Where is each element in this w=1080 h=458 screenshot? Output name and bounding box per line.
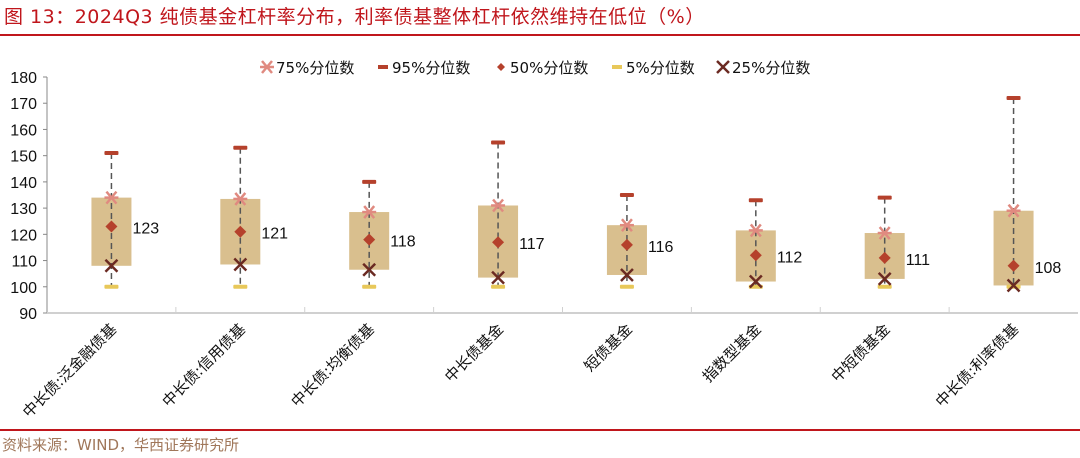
p75-marker [1006, 203, 1021, 218]
legend-item-p50: 50%分位数 [497, 59, 588, 77]
p5-marker [104, 284, 119, 289]
box-group: 116 [606, 193, 674, 289]
x-category-label: 指数型基金 [699, 320, 765, 386]
asterisk-icon [260, 60, 274, 74]
p25-marker [1006, 278, 1021, 293]
y-tick-label: 90 [19, 306, 37, 323]
p5-marker [362, 284, 377, 289]
legend: 75%分位数 95%分位数 50%分位数 5%分位数 25%分位数 [260, 59, 810, 77]
p25-marker [620, 268, 634, 282]
dash-icon [612, 65, 622, 69]
p5-marker [877, 284, 892, 289]
p95-marker [104, 151, 119, 156]
legend-label: 75%分位数 [276, 59, 354, 77]
source-divider [0, 429, 1080, 431]
y-tick-label: 160 [10, 122, 37, 139]
y-tick-label: 150 [10, 149, 37, 166]
box-group: 121 [220, 145, 288, 289]
p95-marker [619, 193, 634, 197]
legend-item-p75: 75%分位数 [260, 59, 354, 77]
p5-marker [491, 284, 506, 289]
median-label: 123 [132, 220, 159, 237]
p50-marker [492, 236, 505, 249]
median-label: 116 [648, 239, 674, 256]
median-label: 108 [1035, 260, 1062, 277]
p75-marker [491, 198, 506, 213]
x-category-label: 中长债:均衡债基 [287, 320, 378, 411]
x-category-label: 中长债:利率债基 [932, 320, 1023, 411]
p75-marker [233, 192, 248, 206]
p25-marker [748, 274, 763, 289]
dash-icon [378, 65, 388, 69]
box-group: 112 [735, 198, 803, 289]
p25-marker [491, 270, 505, 285]
median-label: 121 [261, 226, 288, 243]
p50-marker [363, 233, 376, 246]
y-tick-label: 180 [10, 70, 37, 87]
legend-label: 95%分位数 [392, 59, 470, 77]
p25-marker [877, 272, 892, 286]
box-group: 117 [478, 140, 545, 289]
p25-marker [362, 262, 377, 277]
legend-item-p5: 5%分位数 [612, 59, 695, 77]
x-category-label: 中短债基金 [828, 320, 894, 386]
p95-marker [362, 179, 377, 184]
legend-label: 5%分位数 [626, 59, 695, 77]
p50-marker [105, 220, 118, 233]
x-category-label: 中长债基金 [441, 320, 507, 386]
p50-marker [1007, 259, 1020, 272]
p95-marker [748, 198, 763, 203]
p50-marker [878, 251, 891, 264]
legend-item-p25: 25%分位数 [716, 59, 810, 77]
y-tick-label: 110 [11, 254, 37, 271]
box-plot-chart: 90 100 110 120 130 140 150 160 170 180 123 中长债:泛金融债… [10, 59, 1078, 421]
p50-marker [234, 225, 247, 238]
p95-marker [877, 195, 892, 200]
legend-label: 50%分位数 [510, 59, 588, 77]
y-tick-label: 120 [10, 227, 37, 244]
legend-label: 25%分位数 [732, 59, 810, 77]
x-category-label: 中长债:泛金融债基 [19, 320, 120, 421]
median-label: 117 [519, 236, 545, 253]
x-icon [716, 60, 730, 74]
p50-marker [749, 249, 762, 262]
box-group: 123 [91, 151, 159, 289]
box-group: 108 [993, 95, 1062, 293]
median-label: 111 [906, 252, 930, 269]
legend-item-p95: 95%分位数 [378, 59, 470, 77]
p75-marker [877, 226, 892, 240]
y-tick-label: 140 [10, 175, 37, 192]
median-label: 118 [390, 234, 416, 251]
p5-marker [233, 284, 248, 289]
p50-marker [620, 238, 633, 251]
box-group: 111 [864, 195, 930, 289]
x-category-label: 短债基金 [581, 320, 636, 375]
p75-marker [362, 205, 377, 219]
p5-marker [619, 284, 634, 289]
p25-marker [104, 258, 119, 273]
p95-marker [491, 140, 506, 145]
y-tick-label: 130 [10, 201, 37, 218]
y-tick-label: 100 [10, 280, 37, 297]
diamond-icon [497, 63, 505, 71]
title-divider [0, 34, 1080, 36]
p75-marker [748, 223, 763, 238]
median-label: 112 [777, 249, 803, 266]
p75-marker [104, 190, 119, 205]
y-tick-label: 170 [10, 96, 37, 113]
chart-title: 图 13：2024Q3 纯债基金杠杆率分布，利率债基整体杠杆依然维持在低位（%） [4, 6, 705, 28]
source-note: 资料来源：WIND，华西证券研究所 [2, 436, 240, 454]
x-category-label: 中长债:信用债基 [159, 320, 250, 411]
p25-marker [233, 257, 248, 272]
p95-marker [1006, 95, 1021, 100]
p75-marker [619, 218, 634, 232]
p95-marker [233, 145, 248, 150]
box-group: 118 [349, 179, 416, 289]
